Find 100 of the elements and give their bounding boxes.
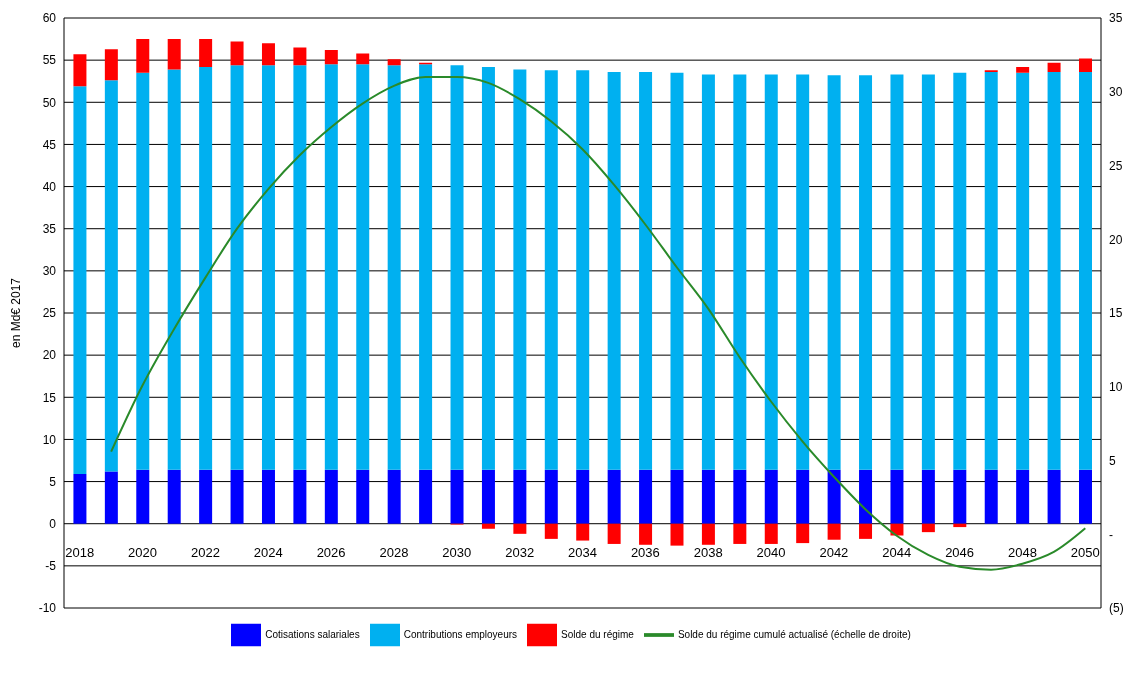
bar (356, 469, 370, 524)
bar (261, 469, 275, 524)
bar (544, 469, 558, 524)
bar (230, 469, 244, 524)
y2-tick-label: 25 (1109, 158, 1123, 173)
bar (607, 469, 621, 524)
y-tick-label: 15 (42, 390, 57, 405)
y-tick-label: 45 (42, 137, 57, 152)
bar (261, 65, 275, 470)
bar (701, 469, 715, 524)
bar (387, 65, 401, 470)
y-tick-label: 0 (49, 516, 57, 531)
bar (639, 523, 653, 545)
bar (481, 66, 495, 470)
bar (576, 70, 590, 470)
bar (230, 65, 244, 470)
bar (104, 49, 118, 81)
bar (167, 69, 181, 470)
x-tick-label: 2034 (568, 544, 597, 560)
bar (921, 523, 935, 533)
y2-tick-label: 20 (1109, 232, 1123, 247)
bar (670, 72, 684, 470)
y-tick-label: 20 (42, 348, 57, 363)
bar (1016, 469, 1030, 524)
x-tick-label: 2040 (756, 544, 786, 560)
bar (764, 74, 778, 470)
bar (796, 469, 810, 524)
bar (73, 54, 87, 87)
bar (670, 469, 684, 524)
y-tick-label: 50 (42, 95, 57, 110)
bar (733, 523, 747, 544)
bar (921, 74, 935, 470)
y2-tick-label: 15 (1109, 306, 1123, 321)
bar (1047, 62, 1061, 72)
x-tick-label: 2028 (379, 544, 409, 560)
bar (1079, 469, 1092, 524)
bar (356, 64, 370, 470)
bar (167, 469, 181, 524)
bar (1047, 71, 1061, 470)
bar (513, 523, 527, 534)
x-tick-label: 2020 (128, 544, 158, 560)
bar (513, 69, 527, 470)
y-tick-label: 25 (42, 306, 57, 321)
x-tick-label: 2024 (253, 544, 283, 560)
bar (419, 469, 433, 524)
bar (136, 72, 150, 470)
bar (733, 469, 747, 524)
y-tick-label: 10 (42, 432, 57, 447)
y2-tick-label: - (1109, 527, 1113, 542)
bar (387, 59, 401, 66)
bar (387, 469, 401, 524)
x-tick-label: 2046 (945, 544, 975, 560)
legend-label: Solde du régime cumulé actualisé (échelle de droite) (677, 628, 911, 640)
legend-label: Solde du régime (561, 628, 634, 640)
bar (324, 64, 338, 470)
bar (607, 523, 621, 544)
bar (984, 469, 998, 524)
bar (953, 72, 967, 470)
bar (890, 469, 904, 524)
bar (199, 39, 213, 67)
bar (513, 469, 527, 524)
y-tick-label: 35 (42, 221, 57, 236)
bar (827, 523, 841, 540)
y-tick-label: 30 (42, 264, 57, 279)
bar (324, 50, 338, 65)
bar (701, 74, 715, 470)
bar (104, 80, 118, 472)
bar (796, 74, 810, 470)
bar (1047, 469, 1061, 524)
bar (230, 41, 244, 66)
bar (356, 53, 370, 65)
x-tick-label: 2038 (693, 544, 723, 560)
x-tick-label: 2030 (442, 544, 472, 560)
bar (1079, 71, 1092, 470)
bar (859, 75, 873, 470)
y-axis-title: en Md€ 2017 (9, 277, 24, 349)
y2-tick-label: (5) (1109, 601, 1124, 616)
bar (639, 469, 653, 524)
y-tick-label: -10 (38, 601, 57, 616)
bar (73, 86, 87, 474)
y2-tick-label: 35 (1109, 11, 1123, 26)
x-tick-label: 2032 (505, 544, 535, 560)
bar (104, 471, 118, 524)
bar (827, 469, 841, 524)
y-tick-label: 5 (49, 474, 57, 489)
bar (984, 71, 998, 470)
y-tick-label: 55 (42, 53, 57, 68)
y2-tick-label: 10 (1109, 380, 1123, 395)
y2-tick-label: 30 (1109, 85, 1123, 100)
bar (324, 469, 338, 524)
y-tick-label: 40 (42, 179, 57, 194)
y2-tick-label: 5 (1109, 453, 1116, 468)
bar (136, 39, 150, 73)
bar (764, 469, 778, 524)
bar (859, 523, 873, 539)
bar (481, 469, 495, 524)
x-tick-label: 2048 (1007, 544, 1037, 560)
bar (419, 64, 433, 470)
bar (293, 65, 307, 470)
bar (199, 469, 213, 524)
